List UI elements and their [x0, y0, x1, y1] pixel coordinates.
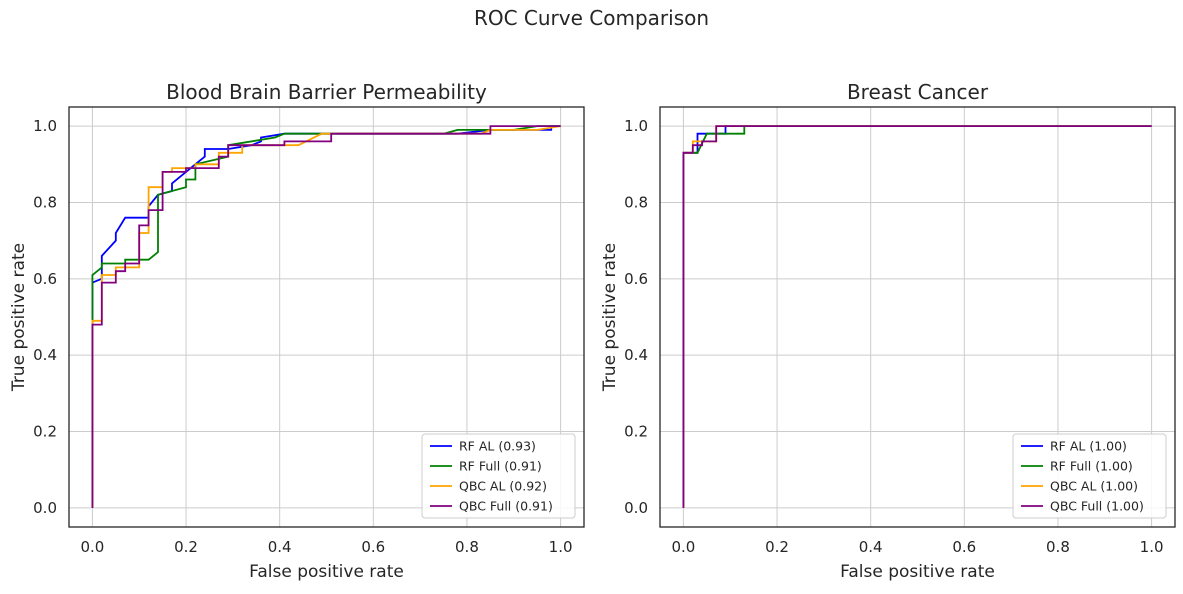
chart-2-y-tick-label: 1.0	[624, 117, 648, 135]
chart-2-x-tick-label: 0.0	[671, 538, 695, 556]
chart-1-legend-box	[421, 433, 576, 519]
chart-2-plot-frame	[659, 106, 1176, 528]
chart-1-plot-frame	[68, 106, 585, 528]
chart-2-x-tick-label: 1.0	[1140, 538, 1164, 556]
chart-1-y-tick-label: 1.0	[33, 117, 57, 135]
chart-2-legend-label-1: RF AL (1.00)	[1050, 439, 1127, 454]
chart-1-title: Blood Brain Barrier Permeability	[166, 80, 487, 104]
chart-1-legend-label-1: RF AL (0.93)	[459, 439, 536, 454]
chart-1-y-tick-label: 0.4	[33, 346, 57, 364]
chart-1-series-line-4	[91, 125, 561, 508]
chart-1-legend-label-3: QBC AL (0.92)	[459, 479, 547, 494]
chart-2-y-tick-label: 0.0	[624, 499, 648, 517]
chart-1-x-tick-label: 0.6	[361, 538, 385, 556]
chart-2-y-tick-label: 0.8	[624, 193, 648, 211]
chart-2-x-tick-label: 0.2	[765, 538, 789, 556]
chart-2-legend-label-2: RF Full (1.00)	[1050, 459, 1133, 474]
chart-2-legend-box	[1012, 433, 1167, 519]
chart-1-panel: 0.0 0.2 0.4 0.6 0.8 1.0 0.0 0.2 0.4 0.6 0.8 1.0 Bloo…	[9, 80, 585, 582]
chart-1-y-tick-label: 0.8	[33, 193, 57, 211]
chart-1-y-tick-label: 0.0	[33, 499, 57, 517]
chart-2-title: Breast Cancer	[847, 80, 989, 104]
chart-1-x-tick-label: 0.0	[80, 538, 104, 556]
chart-1-x-tick-label: 0.4	[268, 538, 292, 556]
chart-2-legend-label-3: QBC AL (1.00)	[1050, 479, 1138, 494]
chart-2-x-tick-label: 0.4	[859, 538, 883, 556]
chart-2-legend-label-4: QBC Full (1.00)	[1050, 499, 1144, 514]
chart-2-panel: 0.0 0.2 0.4 0.6 0.8 1.0 0.0 0.2 0.4 0.6 0.8 1.0 Brea…	[600, 80, 1176, 582]
chart-2-legend: RF AL (1.00) RF Full (1.00) QBC AL (1.00) Q…	[1012, 433, 1167, 519]
chart-1-x-tick-label: 1.0	[549, 538, 573, 556]
chart-1-legend: RF AL (0.93) RF Full (0.91) QBC AL (0.92) Q…	[421, 433, 576, 519]
chart-2-y-tick-label: 0.2	[624, 423, 648, 441]
chart-2-y-axis-label: True positive rate	[600, 243, 620, 392]
chart-1-x-axis-label: False positive rate	[249, 562, 404, 582]
chart-2-y-tick-label: 0.4	[624, 346, 648, 364]
chart-1-series-line-2	[91, 125, 561, 508]
figure-title: ROC Curve Comparison	[474, 6, 709, 30]
chart-2-series-line-4	[682, 125, 1152, 508]
chart-1-legend-label-4: QBC Full (0.91)	[459, 499, 553, 514]
chart-1-x-tick-label: 0.8	[455, 538, 479, 556]
chart-1-series-line-1	[91, 125, 561, 508]
chart-2-x-tick-label: 0.8	[1046, 538, 1070, 556]
chart-2-y-tick-label: 0.6	[624, 270, 648, 288]
chart-1-x-tick-label: 0.2	[174, 538, 198, 556]
chart-2-x-axis-label: False positive rate	[840, 562, 995, 582]
chart-1-y-tick-label: 0.2	[33, 423, 57, 441]
chart-1-y-tick-label: 0.6	[33, 270, 57, 288]
chart-1-y-axis-label: True positive rate	[9, 243, 29, 392]
chart-1-legend-label-2: RF Full (0.91)	[459, 459, 542, 474]
chart-2-x-tick-label: 0.6	[952, 538, 976, 556]
